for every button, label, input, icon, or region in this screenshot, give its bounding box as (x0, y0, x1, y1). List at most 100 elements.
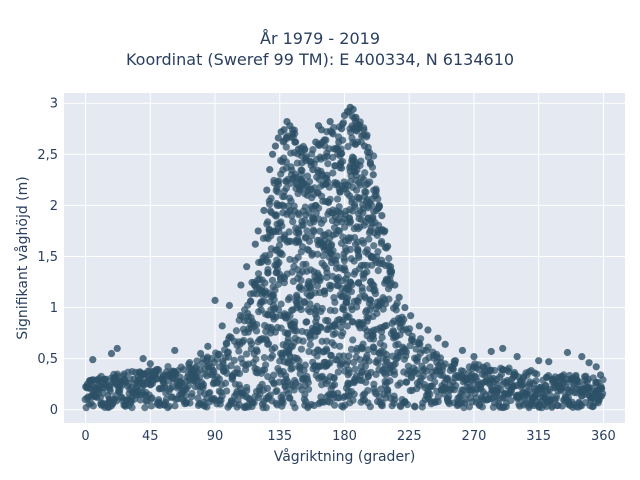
data-point (410, 402, 419, 410)
data-point (224, 353, 233, 361)
data-point (592, 363, 600, 371)
data-point (378, 212, 386, 220)
data-point (533, 370, 541, 378)
data-point (558, 402, 566, 410)
data-point (320, 287, 329, 295)
y-tick-label: 0,5 (37, 352, 58, 367)
data-point (243, 263, 251, 271)
data-point (441, 340, 449, 348)
data-point (240, 336, 248, 345)
data-point (204, 342, 212, 350)
data-point (179, 366, 188, 374)
data-point (366, 158, 374, 167)
data-point (344, 366, 353, 374)
data-point (303, 172, 312, 180)
data-point (280, 126, 288, 134)
data-point (221, 379, 230, 387)
data-point (247, 340, 256, 348)
data-point (284, 335, 292, 343)
data-point (373, 309, 381, 318)
data-point (451, 357, 460, 365)
data-point (345, 352, 353, 360)
data-point (359, 239, 368, 247)
chart-title-line-1: År 1979 - 2019 (260, 29, 380, 48)
data-point (330, 373, 338, 382)
data-point (459, 367, 467, 375)
data-point (303, 227, 311, 235)
data-point (478, 403, 486, 411)
data-point (295, 357, 303, 365)
data-point (154, 365, 162, 374)
data-point (336, 342, 344, 350)
data-point (347, 345, 356, 353)
data-point (426, 390, 434, 398)
data-point (323, 171, 331, 179)
data-point (513, 352, 521, 361)
data-point (374, 195, 382, 203)
data-point (295, 229, 303, 238)
data-point (327, 351, 335, 360)
data-point (199, 383, 207, 392)
data-point (346, 245, 355, 254)
data-point (352, 186, 361, 194)
data-point (502, 403, 510, 411)
data-point (366, 403, 374, 411)
data-point (385, 295, 393, 303)
data-point (184, 382, 193, 390)
data-point (288, 364, 296, 372)
data-point (286, 312, 294, 320)
data-point (333, 195, 342, 203)
data-point (349, 336, 357, 344)
data-point (89, 402, 97, 410)
data-point (391, 395, 399, 404)
data-point (405, 325, 414, 333)
data-point (323, 347, 331, 355)
data-point (350, 358, 358, 367)
data-point (287, 163, 295, 171)
data-point (358, 132, 366, 140)
data-point (402, 348, 410, 356)
data-point (369, 335, 378, 343)
data-point (356, 161, 364, 170)
data-point (313, 250, 322, 258)
data-point (366, 296, 374, 304)
data-point (424, 326, 432, 334)
data-point (288, 268, 296, 276)
data-point (301, 391, 309, 399)
data-point (434, 393, 442, 401)
data-point (252, 327, 261, 335)
data-point (242, 350, 251, 358)
data-point (408, 332, 416, 340)
data-point (585, 359, 593, 367)
data-point (374, 266, 382, 275)
data-point (346, 219, 354, 227)
data-point (112, 397, 120, 405)
data-point (227, 362, 235, 370)
data-point (301, 361, 309, 369)
data-point (271, 286, 279, 294)
data-point (431, 378, 439, 386)
data-point (309, 214, 317, 223)
data-point (362, 378, 370, 386)
data-point (407, 312, 415, 320)
data-point (264, 340, 273, 348)
data-point (310, 227, 318, 236)
data-point (361, 169, 369, 177)
data-point (519, 380, 527, 388)
data-point (369, 171, 377, 179)
data-point (289, 130, 297, 138)
data-point (291, 318, 299, 326)
data-point (313, 302, 321, 310)
data-point (378, 237, 386, 246)
data-point (243, 383, 251, 392)
data-point (294, 253, 302, 261)
x-tick-label: 270 (462, 429, 487, 444)
data-point (254, 270, 263, 278)
data-point (277, 218, 285, 226)
data-point (366, 178, 374, 186)
data-point (265, 200, 274, 208)
data-point (297, 345, 306, 353)
data-point (232, 327, 241, 335)
data-point (286, 293, 294, 302)
data-point (252, 355, 260, 363)
